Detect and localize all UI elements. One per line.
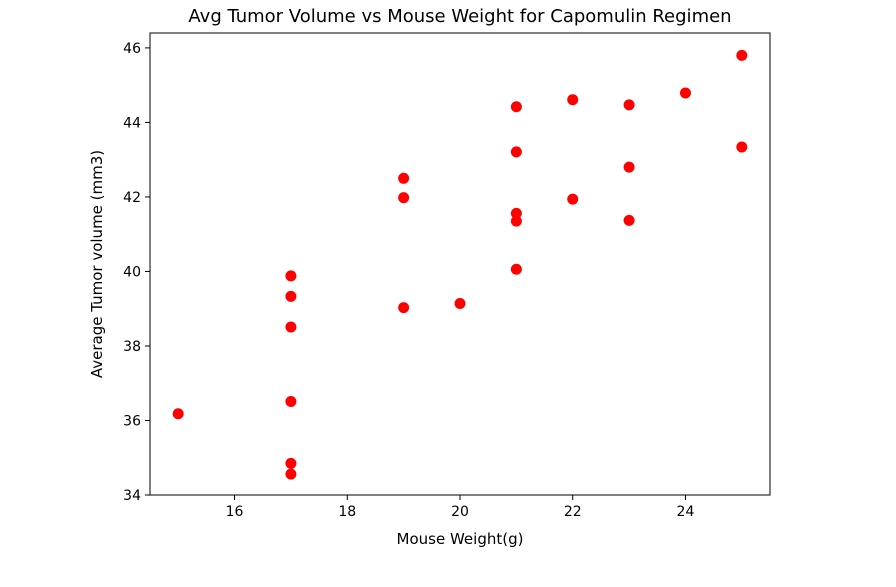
plot-area: [149, 32, 771, 496]
x-tick-label: 24: [677, 504, 695, 520]
scatter-point: [398, 172, 410, 184]
scatter-point: [285, 457, 297, 469]
y-tick-label: 38: [123, 339, 141, 355]
scatter-point: [736, 49, 748, 61]
scatter-point: [567, 94, 579, 106]
scatter-point: [285, 468, 297, 480]
scatter-point: [510, 207, 522, 219]
x-axis-label: Mouse Weight(g): [397, 530, 524, 548]
y-tick-label: 42: [123, 190, 141, 206]
x-tick-label: 20: [451, 504, 469, 520]
scatter-point: [285, 270, 297, 282]
scatter-point: [285, 290, 297, 302]
y-axis-ticks: 34 36 38 40 42 44 46: [123, 41, 150, 504]
scatter-point: [510, 215, 522, 227]
y-tick-label: 34: [123, 488, 141, 504]
y-axis-label: Average Tumor volume (mm3): [88, 150, 106, 378]
x-axis-ticks: 16 18 20 22 24: [226, 495, 695, 520]
y-tick-label: 40: [123, 264, 141, 280]
x-tick-label: 16: [226, 504, 244, 520]
y-tick-label: 36: [123, 413, 141, 429]
scatter-point: [398, 302, 410, 314]
scatter-point: [172, 408, 184, 420]
scatter-point: [510, 146, 522, 158]
x-tick-label: 18: [338, 504, 356, 520]
scatter-point: [623, 214, 635, 226]
scatter-point: [285, 395, 297, 407]
scatter-point: [454, 297, 466, 309]
scatter-point: [398, 192, 410, 204]
scatter-point: [736, 141, 748, 153]
scatter-point: [567, 193, 579, 205]
scatter-point: [510, 101, 522, 113]
scatter-point: [623, 161, 635, 173]
scatter-point: [623, 99, 635, 111]
y-tick-label: 44: [123, 115, 141, 131]
scatter-point: [285, 321, 297, 333]
scatter-point: [679, 87, 691, 99]
chart-title: Avg Tumor Volume vs Mouse Weight for Cap…: [188, 6, 731, 27]
data-points: [172, 49, 748, 480]
y-tick-label: 46: [123, 41, 141, 57]
scatter-point: [510, 263, 522, 275]
x-tick-label: 22: [564, 504, 582, 520]
